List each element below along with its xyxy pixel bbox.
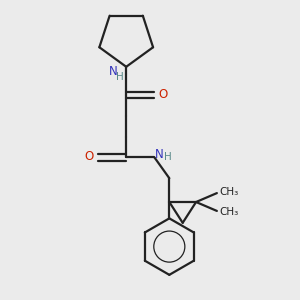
Text: H: H <box>164 152 171 162</box>
Text: N: N <box>109 65 117 78</box>
Text: CH₃: CH₃ <box>220 187 239 197</box>
Text: CH₃: CH₃ <box>220 207 239 217</box>
Text: O: O <box>84 150 94 163</box>
Text: N: N <box>155 148 164 161</box>
Text: H: H <box>116 72 124 82</box>
Text: O: O <box>159 88 168 101</box>
